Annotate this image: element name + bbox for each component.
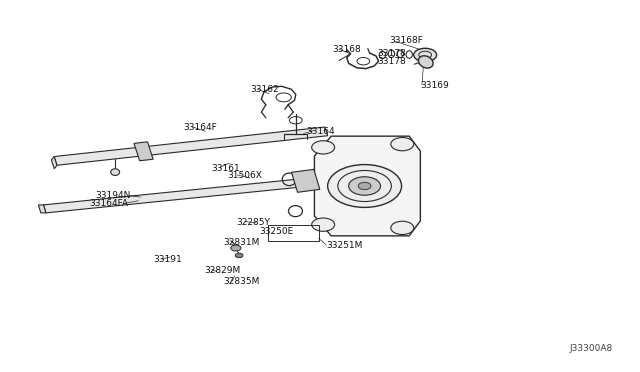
- Ellipse shape: [419, 56, 433, 68]
- Text: J33300A8: J33300A8: [570, 344, 613, 353]
- Circle shape: [391, 221, 413, 234]
- Polygon shape: [51, 157, 57, 169]
- Text: 33169: 33169: [420, 81, 449, 90]
- Ellipse shape: [111, 169, 120, 176]
- Polygon shape: [134, 142, 153, 161]
- Text: 33162: 33162: [250, 85, 278, 94]
- Text: 31506X: 31506X: [228, 171, 262, 180]
- Text: 33194N: 33194N: [96, 191, 131, 200]
- Text: 32285Y: 32285Y: [236, 218, 270, 227]
- Text: 33164FA: 33164FA: [90, 199, 129, 208]
- Circle shape: [349, 177, 381, 195]
- Text: 32835M: 32835M: [223, 278, 259, 286]
- Text: 33191: 33191: [153, 255, 182, 264]
- Circle shape: [391, 138, 413, 151]
- Text: 33164F: 33164F: [183, 123, 217, 132]
- Circle shape: [358, 182, 371, 190]
- Text: 33168F: 33168F: [389, 36, 422, 45]
- PathPatch shape: [314, 136, 420, 236]
- Circle shape: [413, 48, 436, 62]
- Circle shape: [328, 164, 401, 208]
- Polygon shape: [44, 178, 308, 213]
- Text: 32831M: 32831M: [223, 238, 259, 247]
- Bar: [268, 225, 319, 241]
- Polygon shape: [291, 169, 320, 192]
- Circle shape: [231, 245, 241, 251]
- Text: 33161: 33161: [212, 164, 241, 173]
- Text: 32829M: 32829M: [204, 266, 240, 275]
- Circle shape: [312, 141, 335, 154]
- Text: 33251M: 33251M: [326, 241, 363, 250]
- Polygon shape: [54, 127, 328, 165]
- Text: 33164: 33164: [306, 127, 335, 136]
- Text: 33178: 33178: [378, 57, 406, 66]
- Circle shape: [312, 218, 335, 231]
- Text: 33168: 33168: [333, 45, 362, 54]
- Text: 33178: 33178: [378, 49, 406, 58]
- Circle shape: [236, 253, 243, 258]
- Text: 33250E: 33250E: [259, 227, 294, 235]
- Polygon shape: [38, 205, 46, 213]
